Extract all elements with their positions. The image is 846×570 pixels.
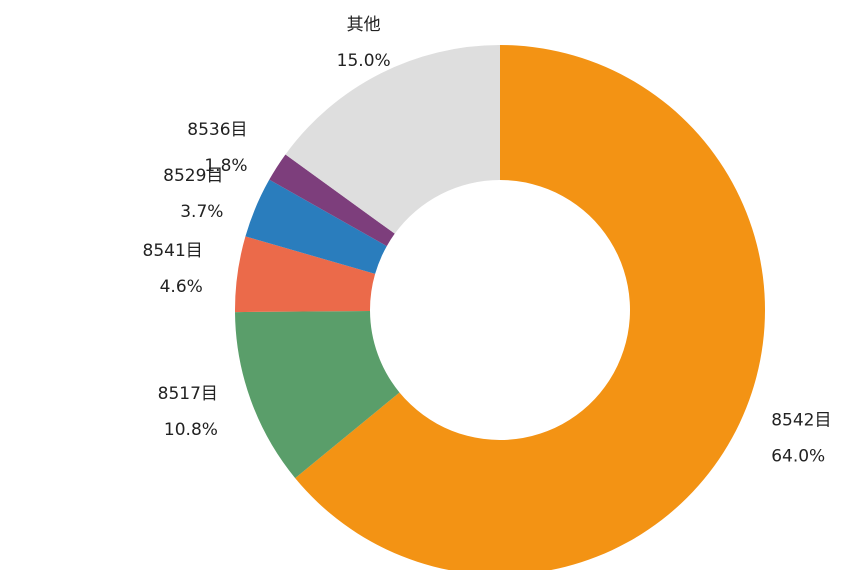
slice-label: 8541目: [143, 241, 203, 261]
slice: [235, 236, 376, 313]
value-label: 64.0%: [771, 446, 825, 466]
slice-label: 8536目: [187, 120, 247, 140]
slice-label: 其他: [347, 15, 381, 35]
slice: [235, 311, 400, 479]
value-label: 3.7%: [180, 202, 223, 222]
value-label: 10.8%: [164, 420, 218, 440]
slice: [269, 154, 395, 247]
slice-label: 8517目: [158, 384, 218, 404]
slice: [285, 44, 500, 234]
value-label: 15.0%: [337, 51, 391, 71]
value-label: 1.8%: [204, 156, 247, 176]
value-label: 4.6%: [160, 277, 203, 297]
slice-label: 8542目: [771, 410, 831, 430]
slice: [245, 179, 387, 274]
slice-label: 8529目: [163, 166, 223, 186]
slice: [295, 45, 765, 570]
